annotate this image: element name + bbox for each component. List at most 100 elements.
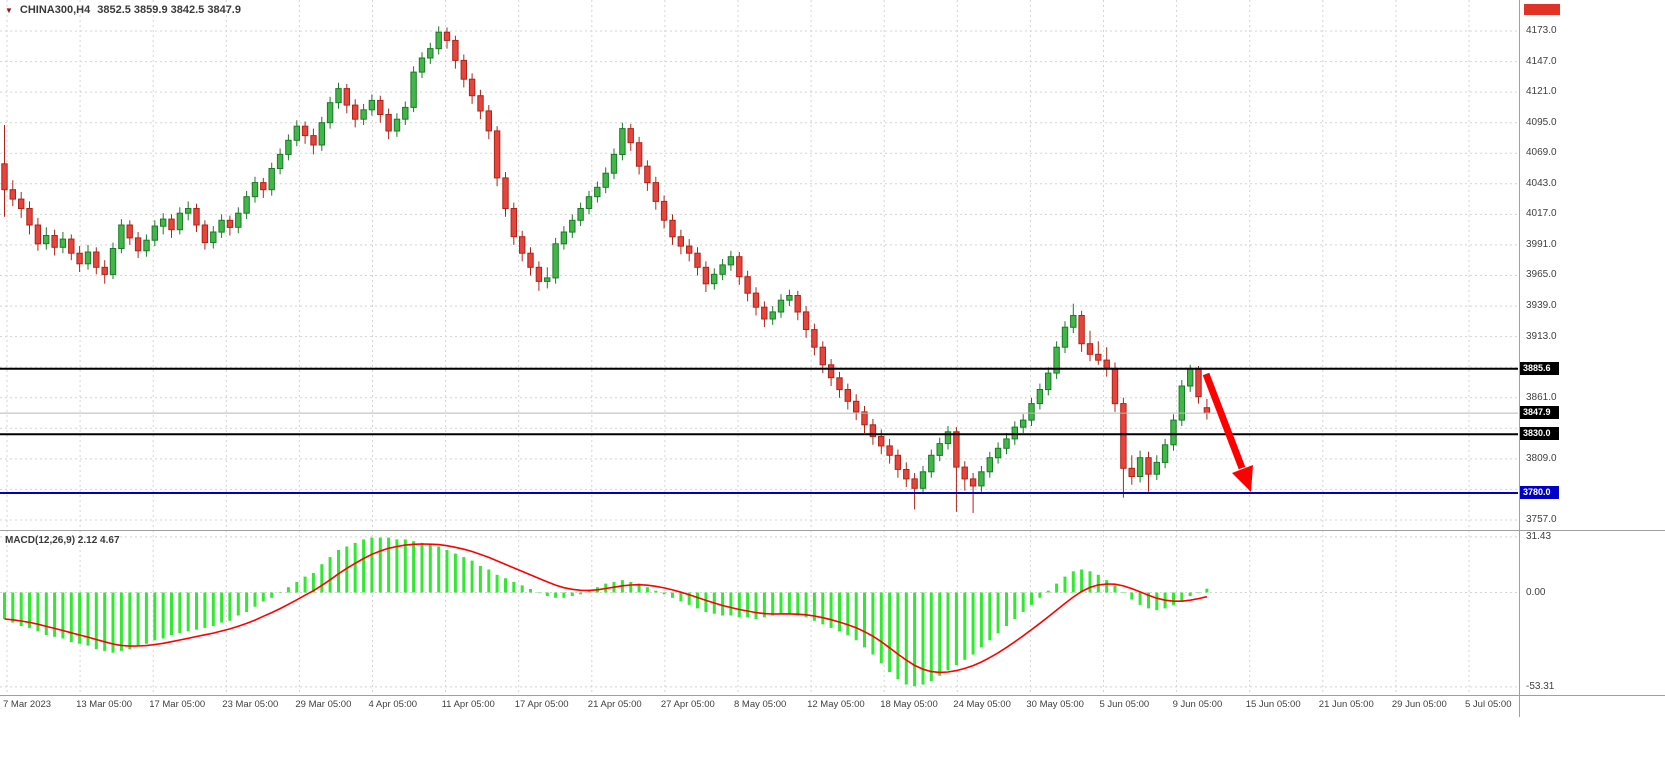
- candle-body: [210, 231, 217, 244]
- candle-body: [1028, 403, 1035, 421]
- candle-body: [802, 311, 810, 330]
- grid-lines: [0, 0, 1518, 694]
- candle-body: [68, 238, 75, 254]
- candle-body: [736, 256, 743, 278]
- candle-body: [1011, 426, 1018, 440]
- candle-body: [619, 128, 626, 156]
- candle-body: [185, 208, 192, 214]
- candle-body: [402, 106, 409, 120]
- candle-body: [310, 135, 317, 146]
- candle-body: [953, 431, 960, 468]
- candle-body: [911, 478, 918, 489]
- trend-arrow-annotation[interactable]: [1202, 372, 1253, 492]
- candle-body: [285, 139, 292, 155]
- candle-body: [702, 266, 710, 285]
- candle-body: [226, 219, 234, 228]
- candle-body: [969, 478, 977, 487]
- candle-body: [994, 447, 1002, 459]
- candle-body: [1020, 419, 1027, 428]
- candle-body: [393, 118, 401, 132]
- candle-body: [235, 212, 242, 228]
- candle-body: [744, 276, 751, 294]
- candle-body: [861, 411, 868, 426]
- candle-body: [794, 295, 801, 313]
- candle-body: [894, 454, 902, 470]
- candle-body: [443, 31, 451, 41]
- candle-body: [836, 377, 843, 391]
- candle-body: [677, 236, 684, 247]
- candle-body: [786, 295, 793, 301]
- candle-body: [519, 236, 526, 254]
- symbol-ohlc: 3852.5 3859.9 3842.5 3847.9: [97, 4, 241, 16]
- candle-body: [84, 251, 92, 265]
- candle-body: [427, 48, 434, 59]
- candle-body: [260, 182, 267, 191]
- candle-body: [1003, 438, 1010, 449]
- candle-body: [727, 256, 735, 266]
- candle-body: [343, 88, 351, 106]
- candle-body: [1170, 419, 1177, 446]
- candle-body: [51, 235, 58, 248]
- candle-body: [510, 208, 518, 238]
- candle-body: [711, 273, 718, 285]
- candle-body: [827, 364, 835, 379]
- candle-body: [34, 224, 42, 245]
- candle-body: [844, 389, 851, 402]
- candle-body: [134, 237, 142, 252]
- candle-body: [460, 59, 468, 80]
- candle-body: [301, 125, 309, 137]
- candle-body: [477, 95, 484, 112]
- candle-body: [1203, 407, 1211, 414]
- candle-body: [569, 219, 576, 233]
- macd-indicator-label: MACD(12,26,9) 2.12 4.67: [5, 535, 120, 546]
- candle-body: [527, 252, 534, 268]
- candle-body: [928, 454, 935, 473]
- candle-body: [385, 114, 392, 132]
- candle-body: [694, 252, 701, 268]
- candle-body: [160, 218, 167, 227]
- candle-body: [118, 224, 125, 249]
- candle-body: [644, 165, 651, 184]
- candle-body: [243, 196, 250, 214]
- candle-body: [1070, 315, 1077, 328]
- candle-body: [761, 306, 768, 320]
- candle-body: [276, 153, 284, 169]
- candle-body: [485, 110, 493, 132]
- candle-body: [1178, 385, 1185, 421]
- candle-body: [1086, 343, 1094, 355]
- candle-body: [635, 142, 643, 167]
- panel-separators: [0, 0, 1665, 717]
- candle-body: [1128, 467, 1135, 477]
- candle-body: [452, 39, 459, 61]
- top-right-marker: [1524, 4, 1560, 15]
- candle-body: [552, 243, 559, 279]
- candle-body: [1187, 367, 1194, 387]
- candle-body: [1103, 359, 1110, 369]
- candle-body: [1161, 444, 1169, 463]
- candle-body: [853, 400, 860, 413]
- candle-body: [9, 189, 17, 200]
- symbol-dropdown-icon[interactable]: ▼: [5, 5, 13, 15]
- candle-body: [978, 471, 985, 487]
- candle-body: [686, 245, 693, 254]
- candle-body: [101, 266, 108, 275]
- candle-body: [1061, 326, 1069, 348]
- candle-body: [961, 466, 968, 480]
- candle-body: [193, 208, 200, 226]
- candle-body: [627, 128, 634, 144]
- candle-body: [293, 125, 301, 141]
- candle-body: [76, 252, 83, 265]
- candle-body: [1045, 372, 1052, 391]
- candle-body: [811, 329, 818, 348]
- candle-body: [752, 292, 760, 308]
- candle-body: [1078, 315, 1085, 345]
- candle-body: [360, 109, 367, 120]
- candle-body: [594, 186, 601, 198]
- candle-body: [1053, 346, 1060, 374]
- candle-body: [769, 311, 776, 320]
- candle-body: [903, 469, 910, 480]
- candle-body: [468, 78, 476, 97]
- candle-body: [493, 130, 501, 179]
